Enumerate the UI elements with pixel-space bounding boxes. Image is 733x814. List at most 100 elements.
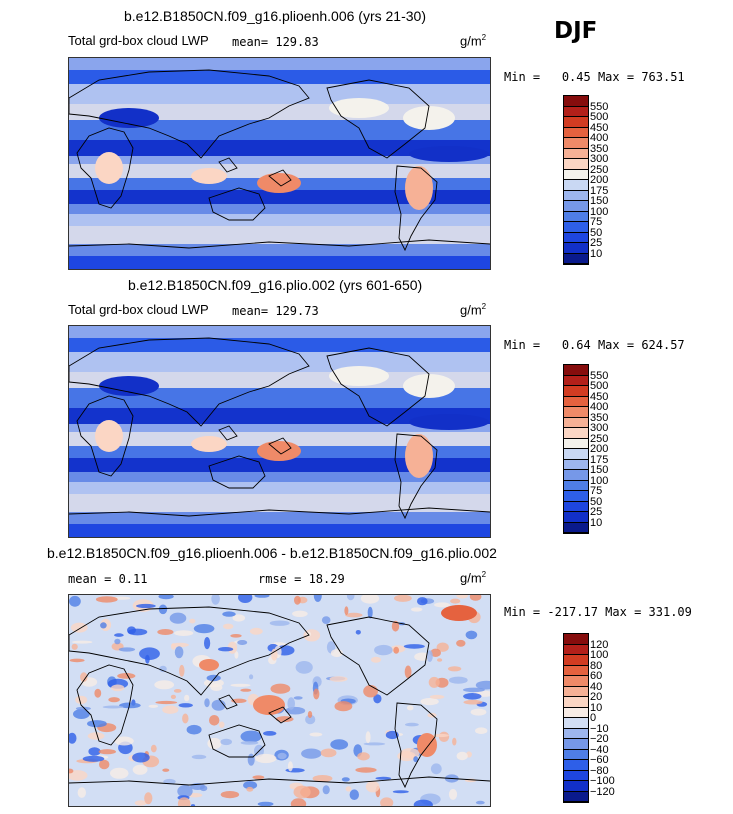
- field-patch: [82, 755, 105, 762]
- colorbar-tick-label: 500: [590, 380, 609, 392]
- colorbar-tick-label: 40: [590, 680, 603, 693]
- colorbar-tick-label: 100: [590, 205, 609, 218]
- field-patch: [391, 620, 400, 632]
- field-patch: [345, 612, 363, 618]
- field-patch: [148, 704, 159, 708]
- colorbar-tick-label: 50: [590, 495, 603, 508]
- colorbar-tick-label: 550: [590, 100, 609, 113]
- field-patch: [420, 698, 439, 706]
- colorbar-tick-label: −20: [590, 733, 609, 745]
- field-band: [69, 458, 490, 472]
- field-band: [69, 226, 490, 244]
- colorbar-tick-label: −100: [590, 775, 615, 787]
- colorbar-swatch: [564, 407, 588, 418]
- colorbar-swatch: [564, 770, 588, 781]
- colorbar-swatch: [564, 480, 588, 491]
- field-patch: [307, 711, 313, 718]
- field-patch: [94, 688, 102, 698]
- colorbar-tick-label: 175: [590, 184, 609, 197]
- field-patch: [417, 597, 428, 606]
- field-patch: [222, 611, 236, 617]
- field-patch: [432, 733, 450, 738]
- field-patch: [136, 603, 156, 609]
- field-patch: [257, 801, 274, 806]
- field-patch: [403, 106, 455, 130]
- colorbar-tick-label: 10: [590, 701, 603, 714]
- field-patch: [334, 701, 353, 712]
- field-patch: [170, 643, 176, 650]
- field-band: [69, 214, 490, 226]
- field-patch: [475, 680, 490, 690]
- field-patch: [320, 748, 337, 758]
- field-patch: [157, 629, 174, 635]
- field-patch: [206, 674, 221, 682]
- field-patch: [441, 605, 477, 621]
- field-patch: [209, 715, 220, 726]
- panel-1-colorbar: 10 25 50 75 100 150 175 200 250 300 350 400 450 500 55…: [563, 95, 608, 265]
- colorbar-swatch: [564, 676, 588, 687]
- field-patch: [341, 777, 350, 782]
- field-band: [69, 424, 490, 432]
- colorbar-swatch: [564, 138, 588, 149]
- field-patch: [410, 607, 423, 612]
- field-patch: [177, 797, 191, 806]
- field-patch: [409, 146, 489, 162]
- field-patch: [253, 695, 285, 715]
- field-patch: [329, 98, 389, 118]
- panel-1-map: [68, 57, 491, 270]
- panel-3-rmse: rmse = 18.29: [258, 572, 345, 586]
- field-patch: [456, 751, 468, 761]
- coastline: [218, 157, 238, 173]
- field-patch: [95, 596, 118, 603]
- field-patch: [370, 656, 382, 663]
- field-patch: [191, 168, 227, 184]
- field-patch: [447, 666, 462, 672]
- field-patch: [223, 623, 234, 630]
- coastline: [69, 606, 310, 696]
- colorbar-tick-label: 550: [590, 369, 609, 382]
- colorbar-swatch: [564, 127, 588, 138]
- field-patch: [463, 693, 482, 700]
- colorbar-swatch: [564, 417, 588, 428]
- panel-1-variable-label: Total grd-box cloud LWP: [68, 33, 209, 48]
- field-patch: [373, 694, 382, 704]
- field-patch: [380, 797, 394, 806]
- colorbar-tick-label: −10: [590, 722, 609, 735]
- coastline: [208, 187, 266, 221]
- field-patch: [99, 759, 110, 770]
- colorbar-swatch: [564, 396, 588, 407]
- colorbar-swatch: [564, 201, 588, 212]
- field-patch: [159, 665, 167, 673]
- colorbar-swatch: [564, 106, 588, 117]
- field-patch: [191, 436, 227, 452]
- field-band: [69, 352, 490, 372]
- coastline: [268, 706, 292, 724]
- field-patch: [190, 804, 196, 806]
- field-patch: [452, 737, 457, 746]
- field-patch: [75, 695, 88, 705]
- field-patch: [75, 706, 91, 711]
- field-patch: [463, 699, 483, 705]
- field-patch: [448, 676, 468, 684]
- colorbar-swatch: [564, 739, 588, 750]
- field-patch: [301, 748, 322, 759]
- colorbar-swatch: [564, 459, 588, 470]
- field-patch: [294, 595, 301, 605]
- colorbar-swatch: [564, 169, 588, 180]
- field-band: [69, 190, 490, 204]
- coastline: [69, 69, 310, 159]
- field-patch: [69, 658, 85, 663]
- field-patch: [429, 694, 445, 699]
- field-patch: [392, 790, 409, 794]
- colorbar-swatch: [564, 96, 588, 107]
- colorbar-swatch: [564, 718, 588, 729]
- field-patch: [448, 788, 458, 800]
- field-patch: [110, 767, 129, 779]
- field-patch: [463, 687, 485, 693]
- field-patch: [246, 786, 254, 792]
- field-patch: [178, 703, 193, 708]
- coastline: [326, 347, 430, 427]
- field-patch: [132, 752, 150, 763]
- field-patch: [450, 598, 461, 604]
- colorbar-swatch: [564, 760, 588, 771]
